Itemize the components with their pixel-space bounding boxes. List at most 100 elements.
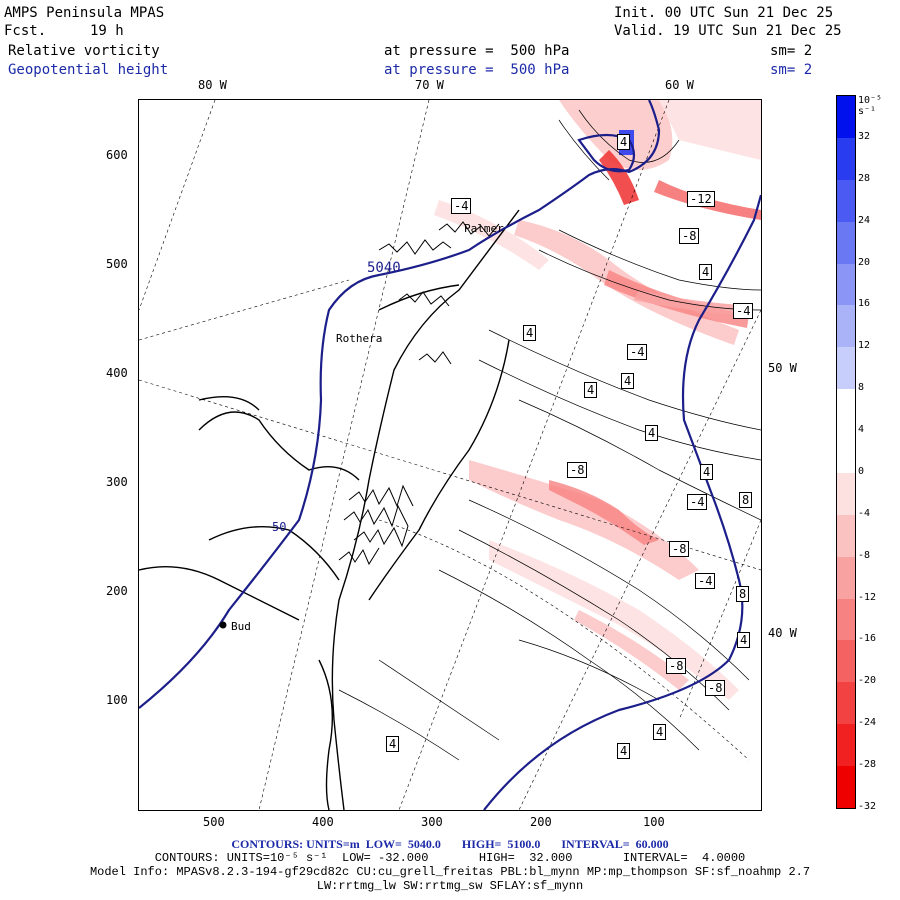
- vort-label: 8: [739, 492, 753, 508]
- valid-time: Valid. 19 UTC Sun 21 Dec 25: [614, 23, 842, 39]
- vorticity-shading: [434, 100, 761, 700]
- colorbar-label: -16: [858, 633, 877, 645]
- field2-level: at pressure = 500 hPa: [384, 62, 570, 78]
- field1-name: Relative vorticity: [8, 43, 160, 59]
- colorbar-segment: [837, 724, 855, 767]
- field2-smoothing: sm= 2: [770, 62, 813, 78]
- field1-smoothing: sm= 2: [770, 43, 813, 59]
- vort-label: 4: [386, 736, 400, 752]
- colorbar-label: 24: [858, 214, 871, 226]
- vort-label: -8: [669, 541, 690, 557]
- height-contour-label-2: 50: [272, 520, 287, 534]
- footer-model-info-2: LW:rrtmg_lw SW:rrtmg_sw SFLAY:sf_mynn: [316, 879, 584, 893]
- coastline: [139, 209, 520, 810]
- x-tick-200: 200: [530, 815, 552, 829]
- colorbar-label: 20: [858, 256, 871, 268]
- place-label-bud: Bud: [231, 620, 251, 633]
- lon-label-40w: 40 W: [768, 626, 797, 640]
- colorbar-segment: [837, 598, 855, 641]
- x-tick-100: 100: [643, 815, 665, 829]
- vort-label: 4: [617, 743, 631, 759]
- map-plot-area: Palmer Rothera Bud 5040 50 4 -4 -12 -8 4…: [138, 99, 762, 811]
- footer-vorticity-contours: CONTOURS: UNITS=10⁻⁵ s⁻¹ LOW= -32.000 HI…: [154, 851, 746, 865]
- colorbar-label: -12: [858, 591, 877, 603]
- vort-label: -8: [567, 462, 588, 478]
- vort-label: 4: [653, 724, 667, 740]
- vort-label: -4: [451, 198, 472, 214]
- vort-label: -4: [687, 494, 708, 510]
- colorbar-label: 4: [858, 424, 865, 436]
- vort-label: 4: [699, 264, 713, 280]
- graticule: [139, 100, 761, 810]
- colorbar-segment: [837, 137, 855, 180]
- y-tick-400: 400: [106, 366, 128, 380]
- colorbar: [836, 95, 856, 809]
- init-time: Init. 00 UTC Sun 21 Dec 25: [614, 5, 834, 21]
- vort-label: 4: [584, 382, 598, 398]
- vort-label: 4: [645, 425, 659, 441]
- terrain-noise: [338, 221, 500, 566]
- vorticity-contours: [338, 109, 761, 761]
- colorbar-label: 0: [858, 465, 865, 477]
- vort-label: -8: [666, 658, 687, 674]
- colorbar-label: -24: [858, 717, 877, 729]
- colorbar-segment: [837, 263, 855, 306]
- colorbar-label: -20: [858, 675, 877, 687]
- x-tick-300: 300: [421, 815, 443, 829]
- field2-name: Geopotential height: [8, 62, 169, 78]
- map-canvas: [139, 100, 761, 810]
- vort-label: -8: [679, 228, 700, 244]
- colorbar-segment: [837, 96, 855, 138]
- colorbar-segment: [837, 347, 855, 390]
- colorbar-segment: [837, 305, 855, 348]
- colorbar-segment: [837, 682, 855, 725]
- map-title: AMPS Peninsula MPAS: [4, 5, 165, 21]
- station-dot-bud: [219, 621, 227, 629]
- colorbar-label: -4: [858, 507, 871, 519]
- lon-label-80w: 80 W: [198, 78, 227, 92]
- colorbar-label: 8: [858, 382, 865, 394]
- colorbar-segment: [837, 472, 855, 515]
- height-contour-label: 5040: [367, 260, 401, 276]
- colorbar-segment: [837, 766, 855, 808]
- colorbar-segment: [837, 640, 855, 683]
- vort-label: -4: [695, 573, 716, 589]
- forecast-label: Fcst.: [4, 23, 47, 39]
- colorbar-label: -32: [858, 801, 877, 812]
- vort-label: -12: [687, 191, 715, 207]
- colorbar-label: 16: [858, 298, 871, 310]
- colorbar-label: -8: [858, 549, 871, 561]
- vort-label: 4: [523, 325, 537, 341]
- colorbar-label: -28: [858, 759, 877, 771]
- colorbar-label: 32: [858, 130, 871, 142]
- y-tick-300: 300: [106, 475, 128, 489]
- y-tick-600: 600: [106, 148, 128, 162]
- field1-level: at pressure = 500 hPa: [384, 43, 570, 59]
- colorbar-segment: [837, 556, 855, 599]
- geopotential-contour: [139, 100, 761, 810]
- vort-label: 8: [736, 586, 750, 602]
- place-label-rothera: Rothera: [336, 332, 383, 345]
- y-tick-100: 100: [106, 693, 128, 707]
- colorbar-segment: [837, 431, 855, 473]
- footer-model-info: Model Info: MPASv8.2.3-194-gf29cd82c CU:…: [89, 865, 811, 879]
- colorbar-segment: [837, 389, 855, 432]
- vort-label: -8: [705, 680, 726, 696]
- y-tick-200: 200: [106, 584, 128, 598]
- place-label-palmer: Palmer: [464, 222, 504, 235]
- lon-label-50w: 50 W: [768, 361, 797, 375]
- vort-label: 4: [617, 134, 631, 150]
- colorbar-segment: [837, 221, 855, 264]
- colorbar-label: 12: [858, 340, 871, 352]
- colorbar-label: 28: [858, 172, 871, 184]
- x-tick-500: 500: [203, 815, 225, 829]
- vort-label: -4: [627, 344, 648, 360]
- colorbar-segment: [837, 514, 855, 557]
- vort-label: 4: [621, 373, 635, 389]
- lon-label-60w: 60 W: [665, 78, 694, 92]
- y-tick-500: 500: [106, 257, 128, 271]
- forecast-value: 19 h: [90, 23, 124, 39]
- vort-label: 4: [700, 464, 714, 480]
- colorbar-unit: 10⁻⁵ s⁻¹: [858, 95, 883, 117]
- vort-label: 4: [737, 632, 751, 648]
